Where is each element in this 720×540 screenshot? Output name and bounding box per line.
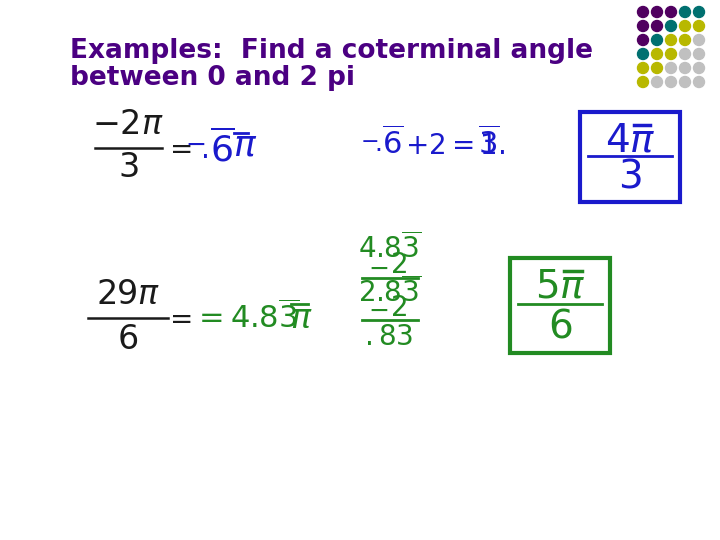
Text: $\pi$: $\pi$ <box>233 129 257 163</box>
Circle shape <box>680 35 690 45</box>
Circle shape <box>652 49 662 59</box>
Text: $=4.8\overline{3}$: $=4.8\overline{3}$ <box>193 301 300 335</box>
Text: $3$: $3$ <box>618 158 642 196</box>
Bar <box>580 112 680 202</box>
Text: $4\pi$: $4\pi$ <box>605 121 655 159</box>
Text: $-$: $-$ <box>368 256 388 280</box>
Bar <box>510 258 610 353</box>
Circle shape <box>652 6 662 17</box>
Circle shape <box>693 21 704 31</box>
Circle shape <box>652 21 662 31</box>
Text: Examples:  Find a coterminal angle: Examples: Find a coterminal angle <box>70 38 593 64</box>
Text: $2$: $2$ <box>390 294 406 322</box>
Text: $.$: $.$ <box>374 132 382 156</box>
Text: $2.8\overline{3}$: $2.8\overline{3}$ <box>359 276 421 308</box>
Circle shape <box>665 49 677 59</box>
Text: $\pi$: $\pi$ <box>290 301 312 334</box>
Circle shape <box>665 6 677 17</box>
Circle shape <box>693 77 704 87</box>
Text: $+2=1.$: $+2=1.$ <box>405 132 505 160</box>
Circle shape <box>637 49 649 59</box>
Text: $29\pi$: $29\pi$ <box>96 279 160 311</box>
Text: $\overline{3}$: $\overline{3}$ <box>478 127 500 161</box>
Text: between 0 and 2 pi: between 0 and 2 pi <box>70 65 355 91</box>
Text: $-$: $-$ <box>368 298 388 322</box>
Text: $.$: $.$ <box>200 136 208 164</box>
Circle shape <box>693 6 704 17</box>
Text: $=$: $=$ <box>164 304 192 332</box>
Text: $-2\pi$: $-2\pi$ <box>92 109 164 141</box>
Text: $=$: $=$ <box>164 134 192 162</box>
Text: $\overline{6}$: $\overline{6}$ <box>210 128 235 168</box>
Circle shape <box>637 21 649 31</box>
Circle shape <box>693 49 704 59</box>
Text: $6$: $6$ <box>548 307 572 345</box>
Circle shape <box>637 35 649 45</box>
Circle shape <box>637 6 649 17</box>
Text: $4.8\overline{3}$: $4.8\overline{3}$ <box>359 232 421 264</box>
Circle shape <box>665 77 677 87</box>
Circle shape <box>680 49 690 59</box>
Circle shape <box>693 35 704 45</box>
Circle shape <box>680 77 690 87</box>
Circle shape <box>665 21 677 31</box>
Circle shape <box>652 35 662 45</box>
Text: $6$: $6$ <box>117 324 138 356</box>
Circle shape <box>652 63 662 73</box>
Circle shape <box>665 63 677 73</box>
Circle shape <box>652 77 662 87</box>
Text: $.8\overline{3}$: $.8\overline{3}$ <box>364 320 415 352</box>
Circle shape <box>680 21 690 31</box>
Circle shape <box>693 63 704 73</box>
Circle shape <box>680 63 690 73</box>
Circle shape <box>665 35 677 45</box>
Text: $5\pi$: $5\pi$ <box>535 267 585 305</box>
Circle shape <box>637 63 649 73</box>
Text: $3$: $3$ <box>117 152 138 184</box>
Text: $\overline{6}$: $\overline{6}$ <box>382 127 403 161</box>
Text: $2$: $2$ <box>390 251 406 279</box>
Circle shape <box>637 77 649 87</box>
Circle shape <box>680 6 690 17</box>
Text: $-$: $-$ <box>360 130 378 150</box>
Text: $-$: $-$ <box>185 132 205 156</box>
